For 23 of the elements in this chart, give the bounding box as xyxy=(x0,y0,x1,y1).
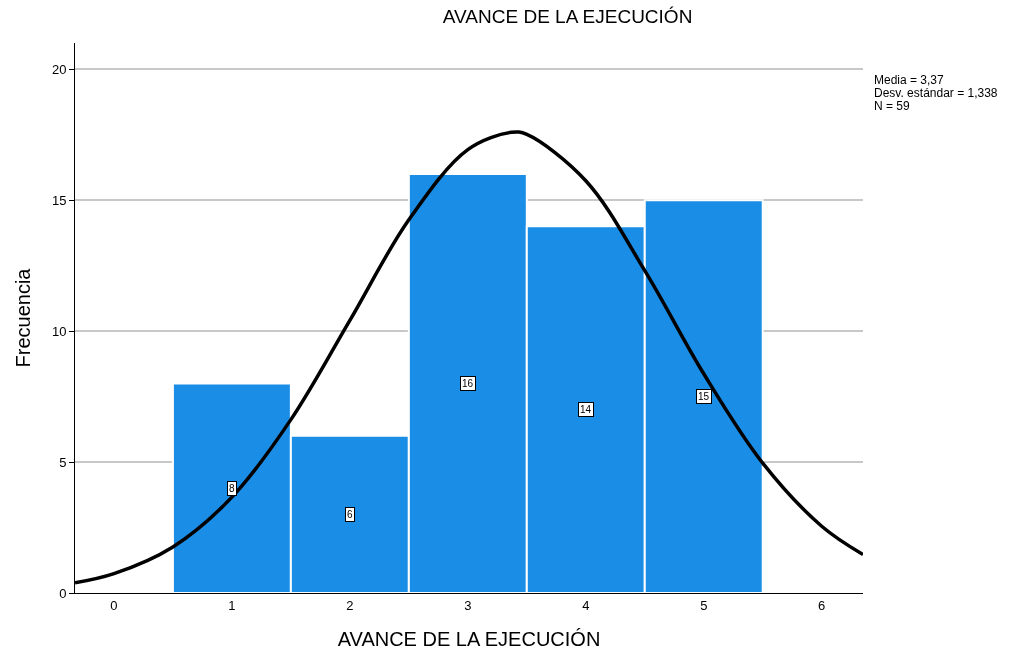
x-tick-label: 5 xyxy=(700,597,708,613)
data-label: 16 xyxy=(462,378,474,389)
text: Desv. estándar = 1,338 xyxy=(874,86,998,100)
x-tick-label: 1 xyxy=(228,597,236,613)
chart-title: AVANCE DE LA EJECUCIÓN xyxy=(442,6,693,28)
x-tick-label: 3 xyxy=(464,597,472,613)
x-tick-label: 6 xyxy=(818,597,826,613)
data-label: 6 xyxy=(347,509,353,520)
x-tick-label: 4 xyxy=(582,597,590,613)
data-label: 8 xyxy=(229,483,235,494)
y-tick-label: 5 xyxy=(59,454,67,470)
x-axis-title: AVANCE DE LA EJECUCIÓN xyxy=(337,628,601,651)
text: N = 59 xyxy=(874,99,911,113)
data-label: 14 xyxy=(580,404,592,415)
x-tick-label: 2 xyxy=(346,597,354,613)
text: Media = 3,37 xyxy=(874,73,945,87)
y-tick-label: 10 xyxy=(51,323,67,339)
y-tick-label: 20 xyxy=(51,61,67,77)
data-label: 15 xyxy=(698,391,710,402)
y-tick-label: 15 xyxy=(51,192,67,208)
y-axis-title: Frecuencia xyxy=(12,267,35,368)
y-tick-label: 0 xyxy=(59,585,67,601)
x-tick-label: 0 xyxy=(110,597,118,613)
